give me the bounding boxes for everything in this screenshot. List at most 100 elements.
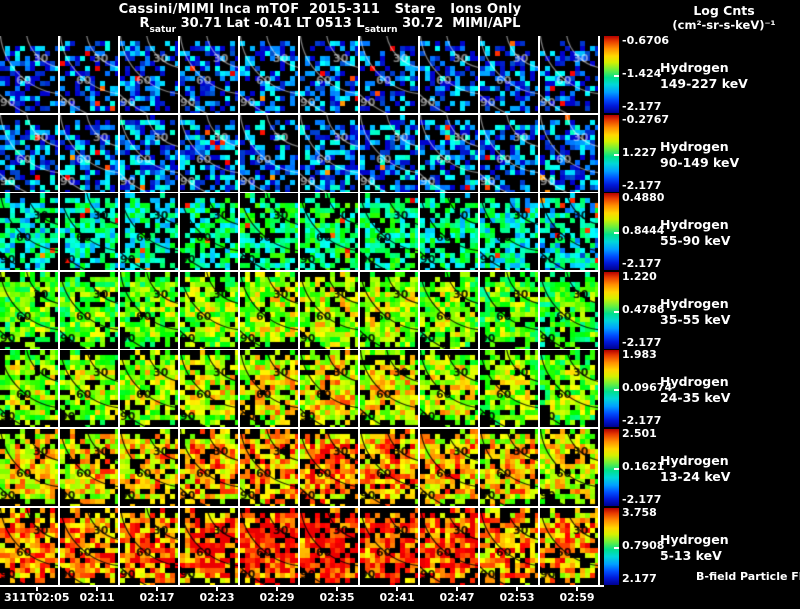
colorbar: [604, 508, 619, 585]
energy-range: 55-90 keV: [660, 233, 731, 248]
heatmap-canvas: [360, 115, 418, 192]
bfield-annotation: B-field Particle Flow: [696, 570, 800, 583]
heatmap-canvas: [300, 193, 358, 270]
spectrogram-panel: [180, 36, 240, 113]
heatmap-canvas: [0, 508, 58, 585]
spectrogram-panel: [480, 115, 540, 192]
energy-range: 90-149 keV: [660, 155, 740, 170]
spectrogram-panel: [480, 193, 540, 270]
time-label: 02:23: [199, 591, 235, 604]
heatmap-canvas: [360, 429, 418, 506]
spectrogram-panel: [420, 272, 480, 349]
heatmap-canvas: [180, 429, 238, 506]
spectrogram-panel: [420, 508, 480, 585]
heatmap-canvas: [180, 508, 238, 585]
colorbar-label-bot: -2.177: [622, 100, 662, 113]
colorbar-mid-tick: [614, 74, 619, 77]
row-separator: [0, 113, 600, 115]
heatmap-canvas: [120, 36, 178, 113]
heatmap-canvas: [120, 508, 178, 585]
spectrogram-panel: [180, 272, 240, 349]
heatmap-canvas: [540, 115, 598, 192]
heatmap-canvas: [300, 508, 358, 585]
heatmap-canvas: [300, 350, 358, 427]
energy-range: 149-227 keV: [660, 76, 748, 91]
spectrogram-row: [0, 508, 600, 585]
time-tick: [336, 587, 338, 591]
heatmap-canvas: [300, 429, 358, 506]
spectrogram-panel: [0, 272, 60, 349]
spectrogram-panel: [60, 193, 120, 270]
heatmap-canvas: [240, 429, 298, 506]
colorbar-label-mid: 0.1621: [622, 460, 665, 473]
colorbar-label-mid: 0.09674: [622, 381, 673, 394]
colorbar-mid-tick: [614, 467, 619, 470]
spectrogram-panel: [60, 350, 120, 427]
heatmap-canvas: [240, 193, 298, 270]
spectrogram-panel: [300, 115, 360, 192]
time-tick: [36, 587, 38, 591]
heatmap-canvas: [540, 193, 598, 270]
spectrogram-panel: [420, 36, 480, 113]
row-separator: [0, 270, 600, 272]
energy-range: 35-55 keV: [660, 312, 731, 327]
colorbar-mid-tick: [614, 388, 619, 391]
channel-label: Hydrogen 55-90 keV: [660, 217, 730, 249]
spectrogram-panel: [240, 429, 300, 506]
spectrogram-panel: [480, 272, 540, 349]
spectrogram-panel: [0, 508, 60, 585]
heatmap-canvas: [240, 272, 298, 349]
heatmap-canvas: [60, 193, 118, 270]
time-tick: [396, 587, 398, 591]
heatmap-canvas: [360, 508, 418, 585]
colorbar: [604, 350, 619, 427]
colorbar-label-top: -0.2767: [622, 113, 670, 126]
heatmap-canvas: [480, 429, 538, 506]
spectrogram-panel: [540, 429, 600, 506]
time-tick: [156, 587, 158, 591]
colorbar: [604, 36, 619, 113]
time-axis-line: [0, 585, 604, 587]
spectrogram-panel: [540, 36, 600, 113]
heatmap-canvas: [120, 193, 178, 270]
heatmap-canvas: [0, 350, 58, 427]
time-tick: [96, 587, 98, 591]
heatmap-canvas: [360, 350, 418, 427]
heatmap-canvas: [480, 36, 538, 113]
spectrogram-panel: [0, 429, 60, 506]
spectrogram-panel: [120, 350, 180, 427]
time-tick: [516, 587, 518, 591]
colorbar: [604, 115, 619, 192]
heatmap-canvas: [300, 272, 358, 349]
colorbar-label-top: 0.4880: [622, 191, 665, 204]
colorbar-legend: Log Cnts (cm²-sr-s-keV)⁻¹: [650, 3, 798, 33]
spectrogram-panel: [480, 350, 540, 427]
heatmap-canvas: [540, 508, 598, 585]
colorbar-label-mid: 1.227: [622, 146, 657, 159]
heatmap-canvas: [180, 115, 238, 192]
heatmap-canvas: [180, 350, 238, 427]
heatmap-canvas: [180, 193, 238, 270]
spectrogram-row: [0, 272, 600, 349]
time-label: 02:59: [559, 591, 595, 604]
spectrogram-panel: [180, 193, 240, 270]
channel-label: Hydrogen 35-55 keV: [660, 296, 730, 328]
heatmap-canvas: [300, 115, 358, 192]
energy-range: 13-24 keV: [660, 469, 731, 484]
spectrogram-panel: [180, 350, 240, 427]
heatmap-canvas: [0, 115, 58, 192]
spectrogram-panel: [300, 350, 360, 427]
heatmap-canvas: [480, 508, 538, 585]
spectrogram-panel: [420, 350, 480, 427]
spectrogram-panel: [540, 272, 600, 349]
heatmap-canvas: [480, 115, 538, 192]
heatmap-canvas: [0, 36, 58, 113]
spectrogram-panel: [540, 193, 600, 270]
colorbar-label-top: 1.220: [622, 270, 657, 283]
spectrogram-panel: [120, 272, 180, 349]
spectrogram-panel: [60, 115, 120, 192]
species-name: Hydrogen: [660, 374, 729, 389]
colorbar-label-top: 1.983: [622, 348, 657, 361]
heatmap-canvas: [420, 36, 478, 113]
heatmap-canvas: [120, 429, 178, 506]
